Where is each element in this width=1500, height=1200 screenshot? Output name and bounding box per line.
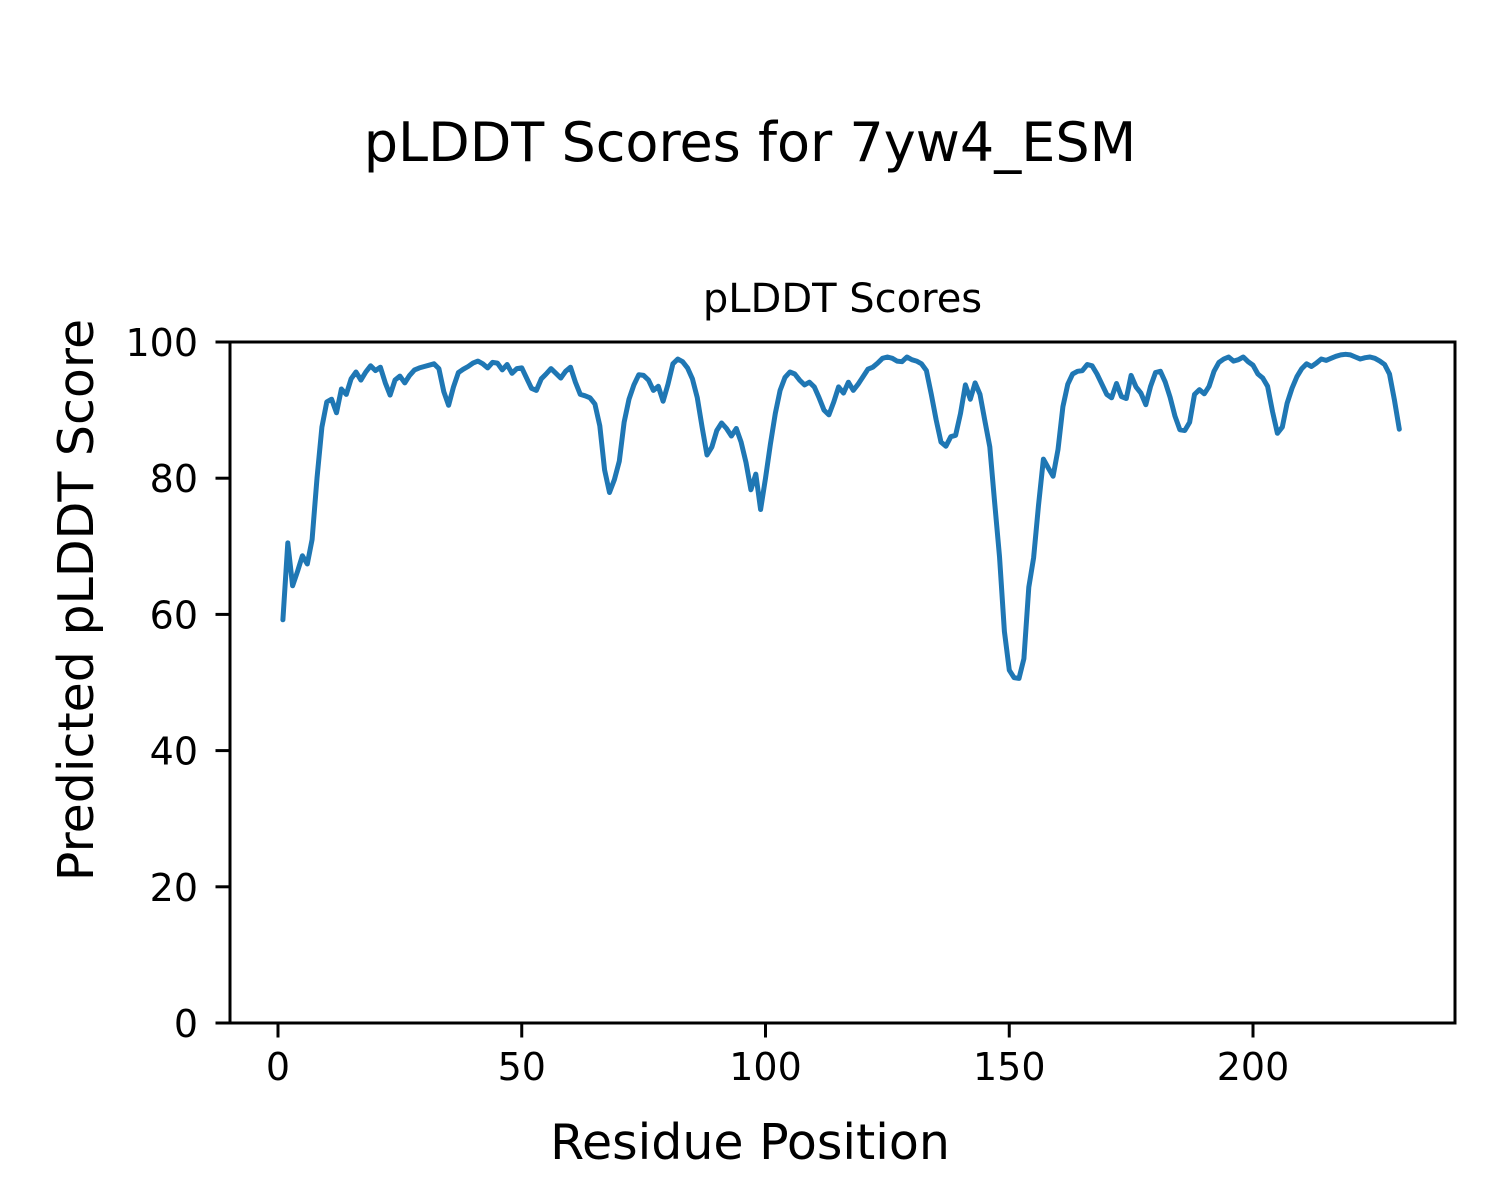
plot-spines — [228, 340, 1457, 1025]
plddt-score-line — [280, 351, 1402, 681]
data-line-layer — [280, 351, 1402, 681]
y-axis-tick-label: 60 — [150, 593, 198, 637]
y-axis-tick-label: 20 — [150, 866, 198, 910]
axes-title: pLDDT Scores — [702, 276, 983, 322]
axis-ticks — [215, 340, 1255, 1038]
y-axis-tick-label: 40 — [150, 730, 198, 774]
x-axis-tick-label: 50 — [498, 1045, 546, 1089]
y-axis-tick-label: 80 — [150, 457, 198, 501]
x-axis-tick-label: 200 — [1217, 1045, 1290, 1089]
y-axis-tick-label: 100 — [125, 321, 198, 365]
axis-tick-labels: 0 50 100 150 200 0 20 40 60 80 100 — [125, 321, 1289, 1089]
y-axis-tick-label: 0 — [174, 1002, 198, 1046]
x-axis-label: Residue Position — [550, 1114, 950, 1171]
figure-title: pLDDT Scores for 7yw4_ESM — [363, 111, 1137, 174]
x-axis-tick-label: 0 — [266, 1045, 290, 1089]
y-axis-label: Predicted pLDDT Score — [48, 318, 105, 882]
x-axis-tick-label: 150 — [973, 1045, 1046, 1089]
x-axis-tick-label: 100 — [729, 1045, 802, 1089]
